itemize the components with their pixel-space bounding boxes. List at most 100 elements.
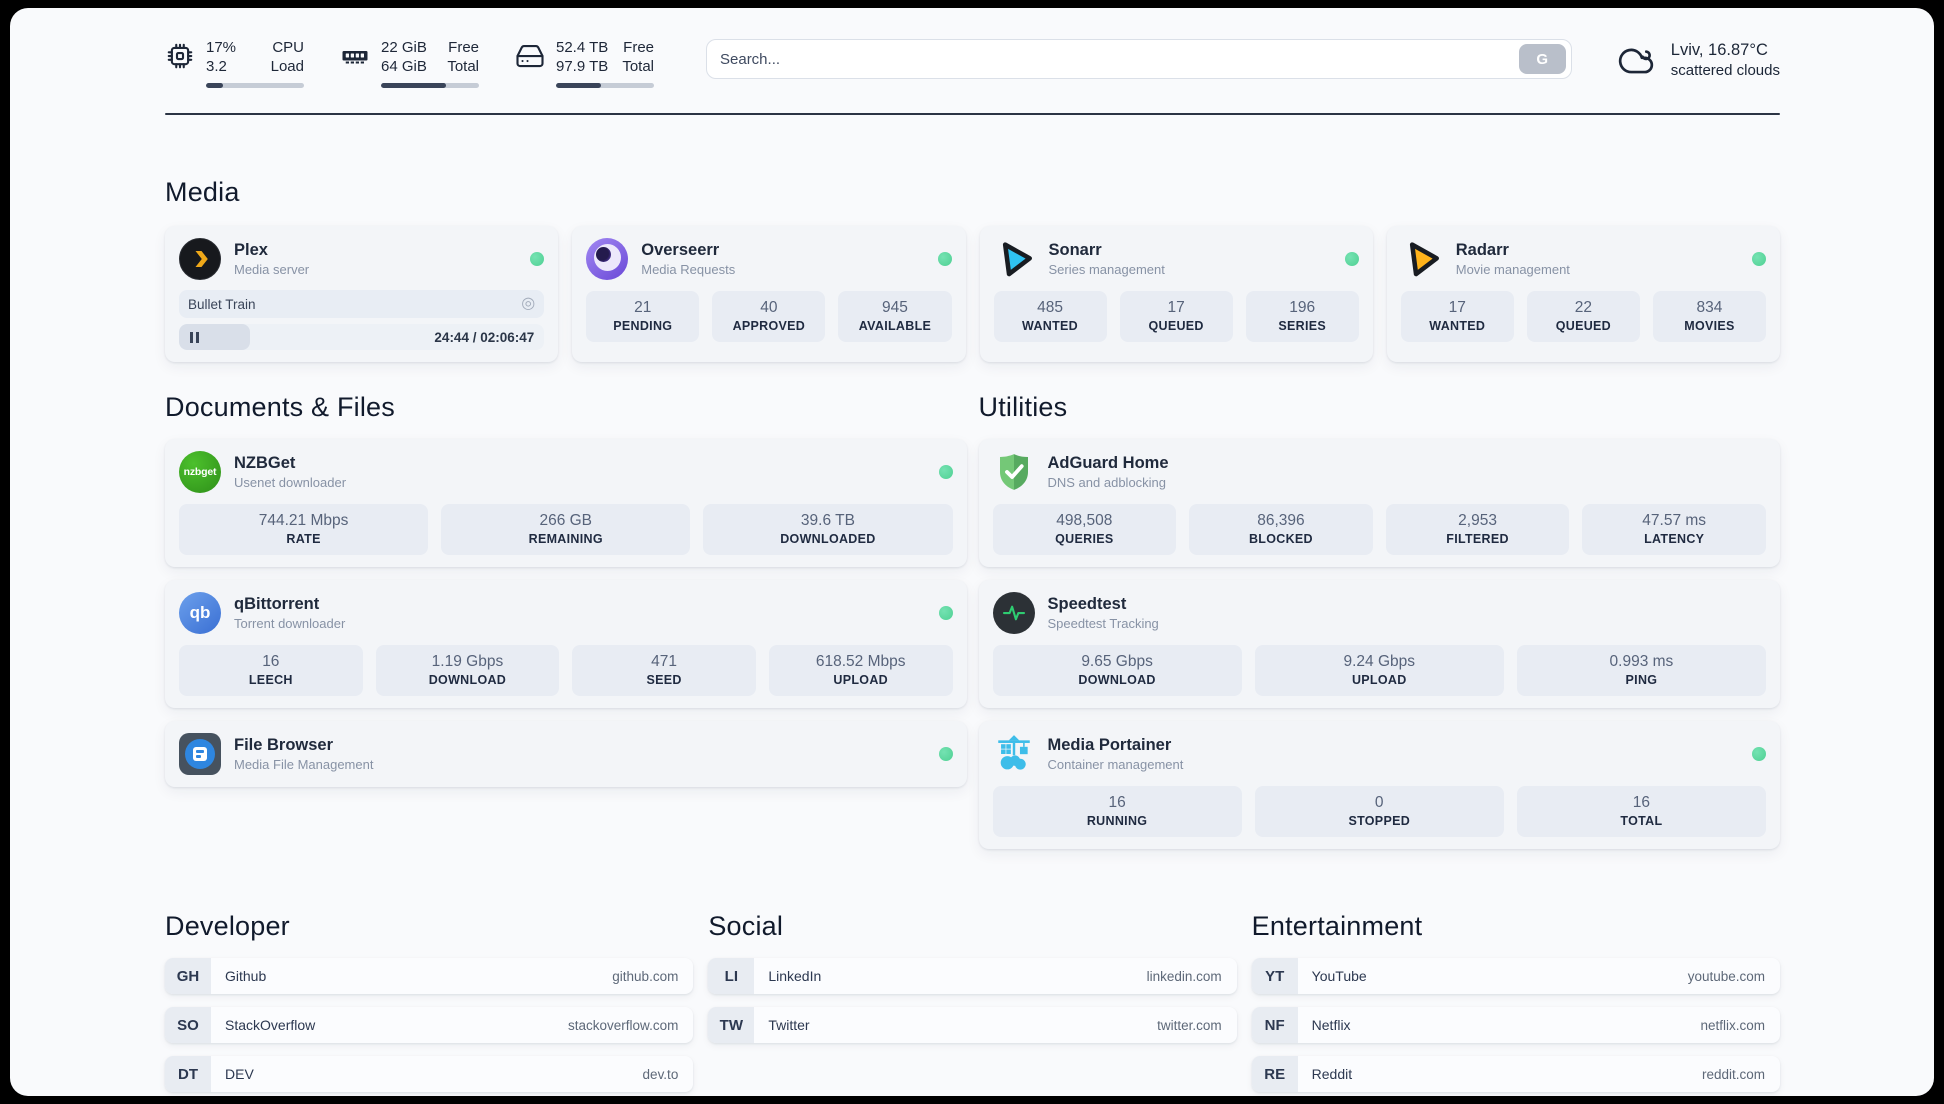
section-title-entertainment: Entertainment xyxy=(1251,911,1423,941)
app-description: Series management xyxy=(1048,262,1165,277)
app-name: AdGuard Home xyxy=(1047,454,1169,472)
stat-value: 86,396 xyxy=(1257,512,1305,529)
stat-tile: 17 QUEUED xyxy=(1119,291,1233,342)
link-netflix[interactable]: NF Netflix netflix.com xyxy=(1251,1007,1780,1043)
link-name: Netflix xyxy=(1311,1017,1351,1033)
search-input[interactable] xyxy=(720,50,1519,68)
link-stackoverflow[interactable]: SO StackOverflow stackoverflow.com xyxy=(165,1007,694,1043)
link-reddit[interactable]: RE Reddit reddit.com xyxy=(1251,1056,1780,1092)
stat-tile: 2,953 FILTERED xyxy=(1385,504,1570,555)
stat-label: UPLOAD xyxy=(833,673,888,687)
stat-value: 744.21 Mbps xyxy=(258,512,349,529)
top-header: 17% CPU 3.2 Load xyxy=(165,38,1780,88)
app-description: DNS and adblocking xyxy=(1047,475,1167,490)
stat-value: 498,508 xyxy=(1056,512,1113,529)
stat-label: RATE xyxy=(286,532,321,546)
app-name: NZBGet xyxy=(234,454,296,472)
storage-free-label: Free xyxy=(623,39,654,56)
stat-tile: 196 SERIES xyxy=(1245,291,1359,342)
stat-value: 618.52 Mbps xyxy=(815,653,906,670)
status-online-dot xyxy=(938,747,953,761)
storage-stat-widget: 52.4 TB Free 97.9 TB Total xyxy=(515,38,654,88)
app-card-overseerr[interactable]: Overseerr Media Requests 21 PENDING 40 A… xyxy=(572,226,966,362)
stat-value: 16 xyxy=(1632,794,1651,811)
status-online-dot xyxy=(938,606,953,620)
app-description: Speedtest Tracking xyxy=(1047,616,1159,631)
link-youtube[interactable]: YT YouTube youtube.com xyxy=(1251,958,1780,994)
link-abbr: LI xyxy=(708,958,755,994)
header-divider xyxy=(165,113,1780,115)
search-bar: G xyxy=(706,39,1572,79)
dashboard-panel: 17% CPU 3.2 Load xyxy=(10,8,1934,1096)
app-card-nzbget[interactable]: nzbget NZBGet Usenet downloader 744.21 M… xyxy=(165,439,967,567)
stat-tile: 16 RUNNING xyxy=(992,786,1242,837)
link-abbr: GH xyxy=(165,958,211,994)
link-github[interactable]: GH Github github.com xyxy=(165,958,694,994)
app-description: Media Requests xyxy=(641,262,736,277)
link-name: LinkedIn xyxy=(768,968,822,984)
section-title-social: Social xyxy=(708,911,784,941)
link-name: YouTube xyxy=(1311,968,1367,984)
stat-tile: 16 LEECH xyxy=(179,645,363,696)
cast-icon[interactable]: ◎ xyxy=(521,295,536,312)
link-abbr: RE xyxy=(1251,1056,1298,1092)
stat-label: DOWNLOAD xyxy=(1078,673,1156,687)
hard-drive-icon xyxy=(516,44,544,68)
pause-icon xyxy=(190,331,199,343)
app-card-filebrowser[interactable]: File Browser Media File Management xyxy=(165,721,967,787)
stat-label: REMAINING xyxy=(528,532,603,546)
stat-tile: 9.24 Gbps UPLOAD xyxy=(1254,645,1504,696)
stat-tile: 471 SEED xyxy=(572,645,756,696)
weather-location-temp: Lviv, 16.87°C xyxy=(1670,41,1768,59)
portainer-icon xyxy=(993,733,1035,775)
status-online-dot xyxy=(938,465,953,479)
app-description: Media File Management xyxy=(234,757,374,772)
cpu-icon xyxy=(167,43,193,69)
link-url: netflix.com xyxy=(1700,1017,1765,1033)
link-name: Reddit xyxy=(1311,1066,1353,1082)
stat-label: PING xyxy=(1625,673,1658,687)
link-abbr: TW xyxy=(708,1007,755,1043)
stat-label: RUNNING xyxy=(1086,814,1148,828)
app-card-portainer[interactable]: Media Portainer Container management 16 … xyxy=(978,721,1780,849)
link-name: Twitter xyxy=(768,1017,810,1033)
weather-condition: scattered clouds xyxy=(1670,62,1780,79)
app-card-speedtest[interactable]: Speedtest Speedtest Tracking 9.65 Gbps D… xyxy=(978,580,1780,708)
stat-label: PENDING xyxy=(613,319,673,333)
memory-stat-widget: 22 GiB Free 64 GiB Total xyxy=(340,38,479,88)
stat-tile: 945 AVAILABLE xyxy=(838,291,952,342)
social-links-column: Social LI LinkedIn linkedin.com TW Twitt… xyxy=(708,911,1237,1092)
app-card-sonarr[interactable]: Sonarr Series management 485 WANTED 17 Q… xyxy=(979,226,1373,362)
cpu-load-label: Load xyxy=(270,58,304,75)
cpu-usage-value: 17% xyxy=(206,39,237,56)
cpu-stat-widget: 17% CPU 3.2 Load xyxy=(165,38,304,88)
section-title-documents: Documents & Files xyxy=(165,392,395,422)
app-card-plex[interactable]: Plex Media server Bullet Train ◎ 24:44 /… xyxy=(165,226,559,362)
app-card-radarr[interactable]: Radarr Movie management 17 WANTED 22 QUE… xyxy=(1386,226,1780,362)
storage-total-value: 97.9 TB xyxy=(556,58,609,75)
link-twitter[interactable]: TW Twitter twitter.com xyxy=(708,1007,1237,1043)
app-card-adguard[interactable]: AdGuard Home DNS and adblocking 498,508 … xyxy=(978,439,1780,567)
app-card-qbittorrent[interactable]: qb qBittorrent Torrent downloader 16 LEE… xyxy=(165,580,967,708)
now-playing-title: Bullet Train xyxy=(188,296,256,312)
link-abbr: YT xyxy=(1251,958,1298,994)
stat-label: UPLOAD xyxy=(1351,673,1407,687)
stat-tile: 22 QUEUED xyxy=(1526,291,1640,342)
stat-value: 22 xyxy=(1574,299,1592,316)
search-engine-button[interactable]: G xyxy=(1518,44,1566,74)
link-url: twitter.com xyxy=(1157,1017,1222,1033)
link-dev[interactable]: DT DEV dev.to xyxy=(165,1056,694,1092)
link-name: DEV xyxy=(225,1066,254,1082)
stat-label: QUERIES xyxy=(1055,532,1114,546)
app-description: Torrent downloader xyxy=(234,616,346,631)
app-name: Sonarr xyxy=(1048,241,1102,259)
app-name: Overseerr xyxy=(641,241,720,259)
link-linkedin[interactable]: LI LinkedIn linkedin.com xyxy=(708,958,1237,994)
stat-label: APPROVED xyxy=(732,319,806,333)
playback-progress-row[interactable]: 24:44 / 02:06:47 xyxy=(179,324,545,350)
filebrowser-icon xyxy=(179,733,221,775)
stat-value: 834 xyxy=(1696,299,1723,316)
playback-time: 24:44 / 02:06:47 xyxy=(434,329,535,345)
media-card-grid: Plex Media server Bullet Train ◎ 24:44 /… xyxy=(165,226,1780,362)
status-online-dot xyxy=(1752,747,1766,761)
